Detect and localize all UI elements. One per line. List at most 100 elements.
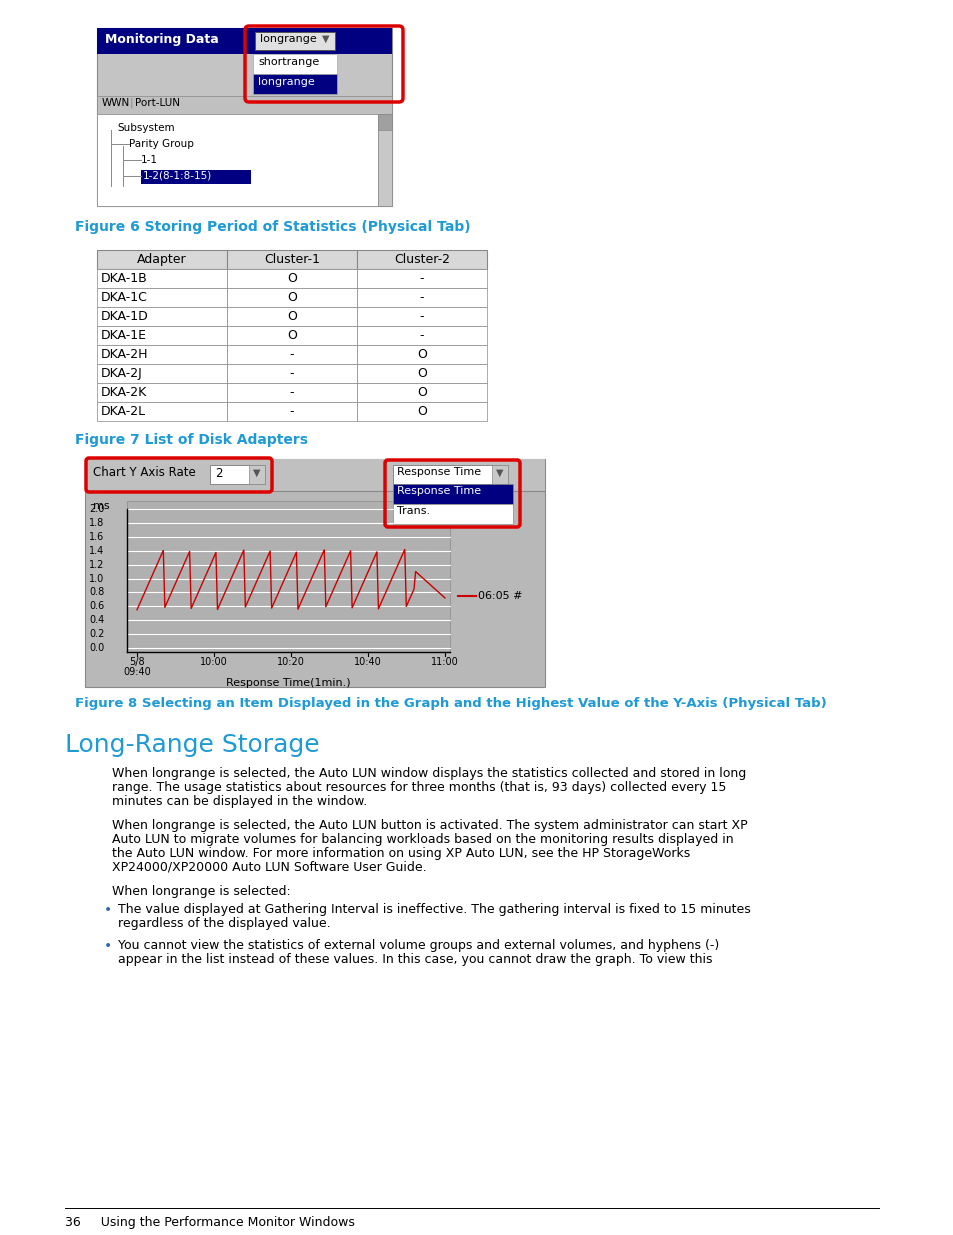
Bar xyxy=(97,114,377,206)
Bar xyxy=(97,403,227,421)
Bar xyxy=(356,269,486,288)
Text: -: - xyxy=(290,367,294,380)
Text: 1-1: 1-1 xyxy=(141,156,158,165)
Text: Long-Range Storage: Long-Range Storage xyxy=(65,734,319,757)
Bar xyxy=(249,466,265,484)
Text: 06:05 #: 06:05 # xyxy=(477,592,522,601)
Text: WWN: WWN xyxy=(102,98,131,107)
Bar xyxy=(393,466,507,484)
Bar xyxy=(141,170,251,184)
Text: When longrange is selected, the Auto LUN window displays the statistics collecte: When longrange is selected, the Auto LUN… xyxy=(112,767,745,781)
Bar xyxy=(227,364,356,383)
Text: Adapter: Adapter xyxy=(137,253,187,266)
Text: DKA-1B: DKA-1B xyxy=(101,272,148,285)
Text: Cluster-1: Cluster-1 xyxy=(264,253,319,266)
Bar xyxy=(227,308,356,326)
Bar xyxy=(356,345,486,364)
Text: •: • xyxy=(104,903,112,918)
Text: DKA-1D: DKA-1D xyxy=(101,310,149,324)
Text: O: O xyxy=(287,310,296,324)
Bar xyxy=(253,54,336,74)
Text: 36     Using the Performance Monitor Windows: 36 Using the Performance Monitor Windows xyxy=(65,1216,355,1229)
Text: Response Time: Response Time xyxy=(396,487,480,496)
Bar xyxy=(227,288,356,308)
Bar xyxy=(85,459,544,492)
Text: Parity Group: Parity Group xyxy=(129,140,193,149)
Text: Figure 8 Selecting an Item Displayed in the Graph and the Highest Value of the Y: Figure 8 Selecting an Item Displayed in … xyxy=(75,697,826,710)
Text: 10:40: 10:40 xyxy=(354,657,381,667)
Text: Response Time: Response Time xyxy=(396,467,480,477)
Text: Port-LUN: Port-LUN xyxy=(135,98,180,107)
Text: 1.0: 1.0 xyxy=(89,573,104,583)
Bar xyxy=(97,326,227,345)
Text: Trans.: Trans. xyxy=(396,506,430,516)
Text: 1.4: 1.4 xyxy=(89,546,104,556)
Text: the Auto LUN window. For more information on using XP Auto LUN, see the HP Stora: the Auto LUN window. For more informatio… xyxy=(112,847,690,860)
Text: 10:20: 10:20 xyxy=(276,657,305,667)
Text: •: • xyxy=(104,939,112,953)
Text: Monitoring Data: Monitoring Data xyxy=(105,33,218,46)
Bar xyxy=(492,466,507,484)
Text: O: O xyxy=(287,272,296,285)
Text: 10:00: 10:00 xyxy=(200,657,228,667)
Bar xyxy=(227,383,356,403)
Bar xyxy=(227,249,356,269)
Text: regardless of the displayed value.: regardless of the displayed value. xyxy=(118,918,331,930)
Bar xyxy=(356,403,486,421)
Text: DKA-2L: DKA-2L xyxy=(101,405,146,417)
Bar xyxy=(356,383,486,403)
Text: O: O xyxy=(287,329,296,342)
Bar xyxy=(97,345,227,364)
Text: Subsystem: Subsystem xyxy=(117,124,174,133)
Text: 1.6: 1.6 xyxy=(89,532,104,542)
Text: O: O xyxy=(416,405,427,417)
Text: DKA-2J: DKA-2J xyxy=(101,367,143,380)
Text: Chart Y Axis Rate: Chart Y Axis Rate xyxy=(92,466,195,479)
Bar xyxy=(356,326,486,345)
Bar xyxy=(227,345,356,364)
Text: longrange: longrange xyxy=(260,35,316,44)
Bar xyxy=(85,459,544,687)
Text: 5/8: 5/8 xyxy=(129,657,145,667)
Bar xyxy=(393,504,513,524)
Text: shortrange: shortrange xyxy=(257,57,319,67)
Text: O: O xyxy=(416,367,427,380)
Text: 1.8: 1.8 xyxy=(89,517,104,527)
Text: -: - xyxy=(419,329,424,342)
Text: You cannot view the statistics of external volume groups and external volumes, a: You cannot view the statistics of extern… xyxy=(118,939,719,952)
Text: 0.0: 0.0 xyxy=(89,643,104,653)
Text: range. The usage statistics about resources for three months (that is, 93 days) : range. The usage statistics about resour… xyxy=(112,781,725,794)
Text: ▼: ▼ xyxy=(496,468,503,478)
Text: 2.0: 2.0 xyxy=(89,504,104,514)
Bar xyxy=(97,96,392,114)
Bar xyxy=(97,364,227,383)
Bar xyxy=(253,74,336,94)
Text: The value displayed at Gathering Interval is ineffective. The gathering interval: The value displayed at Gathering Interva… xyxy=(118,903,750,916)
Text: 09:40: 09:40 xyxy=(123,667,151,677)
Bar xyxy=(356,364,486,383)
Bar xyxy=(97,269,227,288)
Text: ▼: ▼ xyxy=(253,468,260,478)
Bar xyxy=(97,28,392,206)
Text: ms: ms xyxy=(92,501,110,511)
Bar xyxy=(356,288,486,308)
Text: 11:00: 11:00 xyxy=(431,657,458,667)
Text: 0.2: 0.2 xyxy=(89,629,104,638)
Text: O: O xyxy=(287,291,296,304)
Text: 0.4: 0.4 xyxy=(89,615,104,625)
Text: |: | xyxy=(130,98,133,109)
Text: -: - xyxy=(290,405,294,417)
Text: Figure 7 List of Disk Adapters: Figure 7 List of Disk Adapters xyxy=(75,433,308,447)
Text: -: - xyxy=(419,310,424,324)
Text: -: - xyxy=(419,272,424,285)
Text: DKA-2H: DKA-2H xyxy=(101,348,149,361)
Text: 1-2(8-1:8-15): 1-2(8-1:8-15) xyxy=(143,170,212,182)
Bar xyxy=(97,308,227,326)
Bar xyxy=(356,308,486,326)
Text: DKA-2K: DKA-2K xyxy=(101,387,147,399)
Text: DKA-1E: DKA-1E xyxy=(101,329,147,342)
Text: Figure 6 Storing Period of Statistics (Physical Tab): Figure 6 Storing Period of Statistics (P… xyxy=(75,220,470,233)
Bar xyxy=(377,114,392,206)
Text: ▼: ▼ xyxy=(322,35,329,44)
Bar xyxy=(254,32,335,49)
